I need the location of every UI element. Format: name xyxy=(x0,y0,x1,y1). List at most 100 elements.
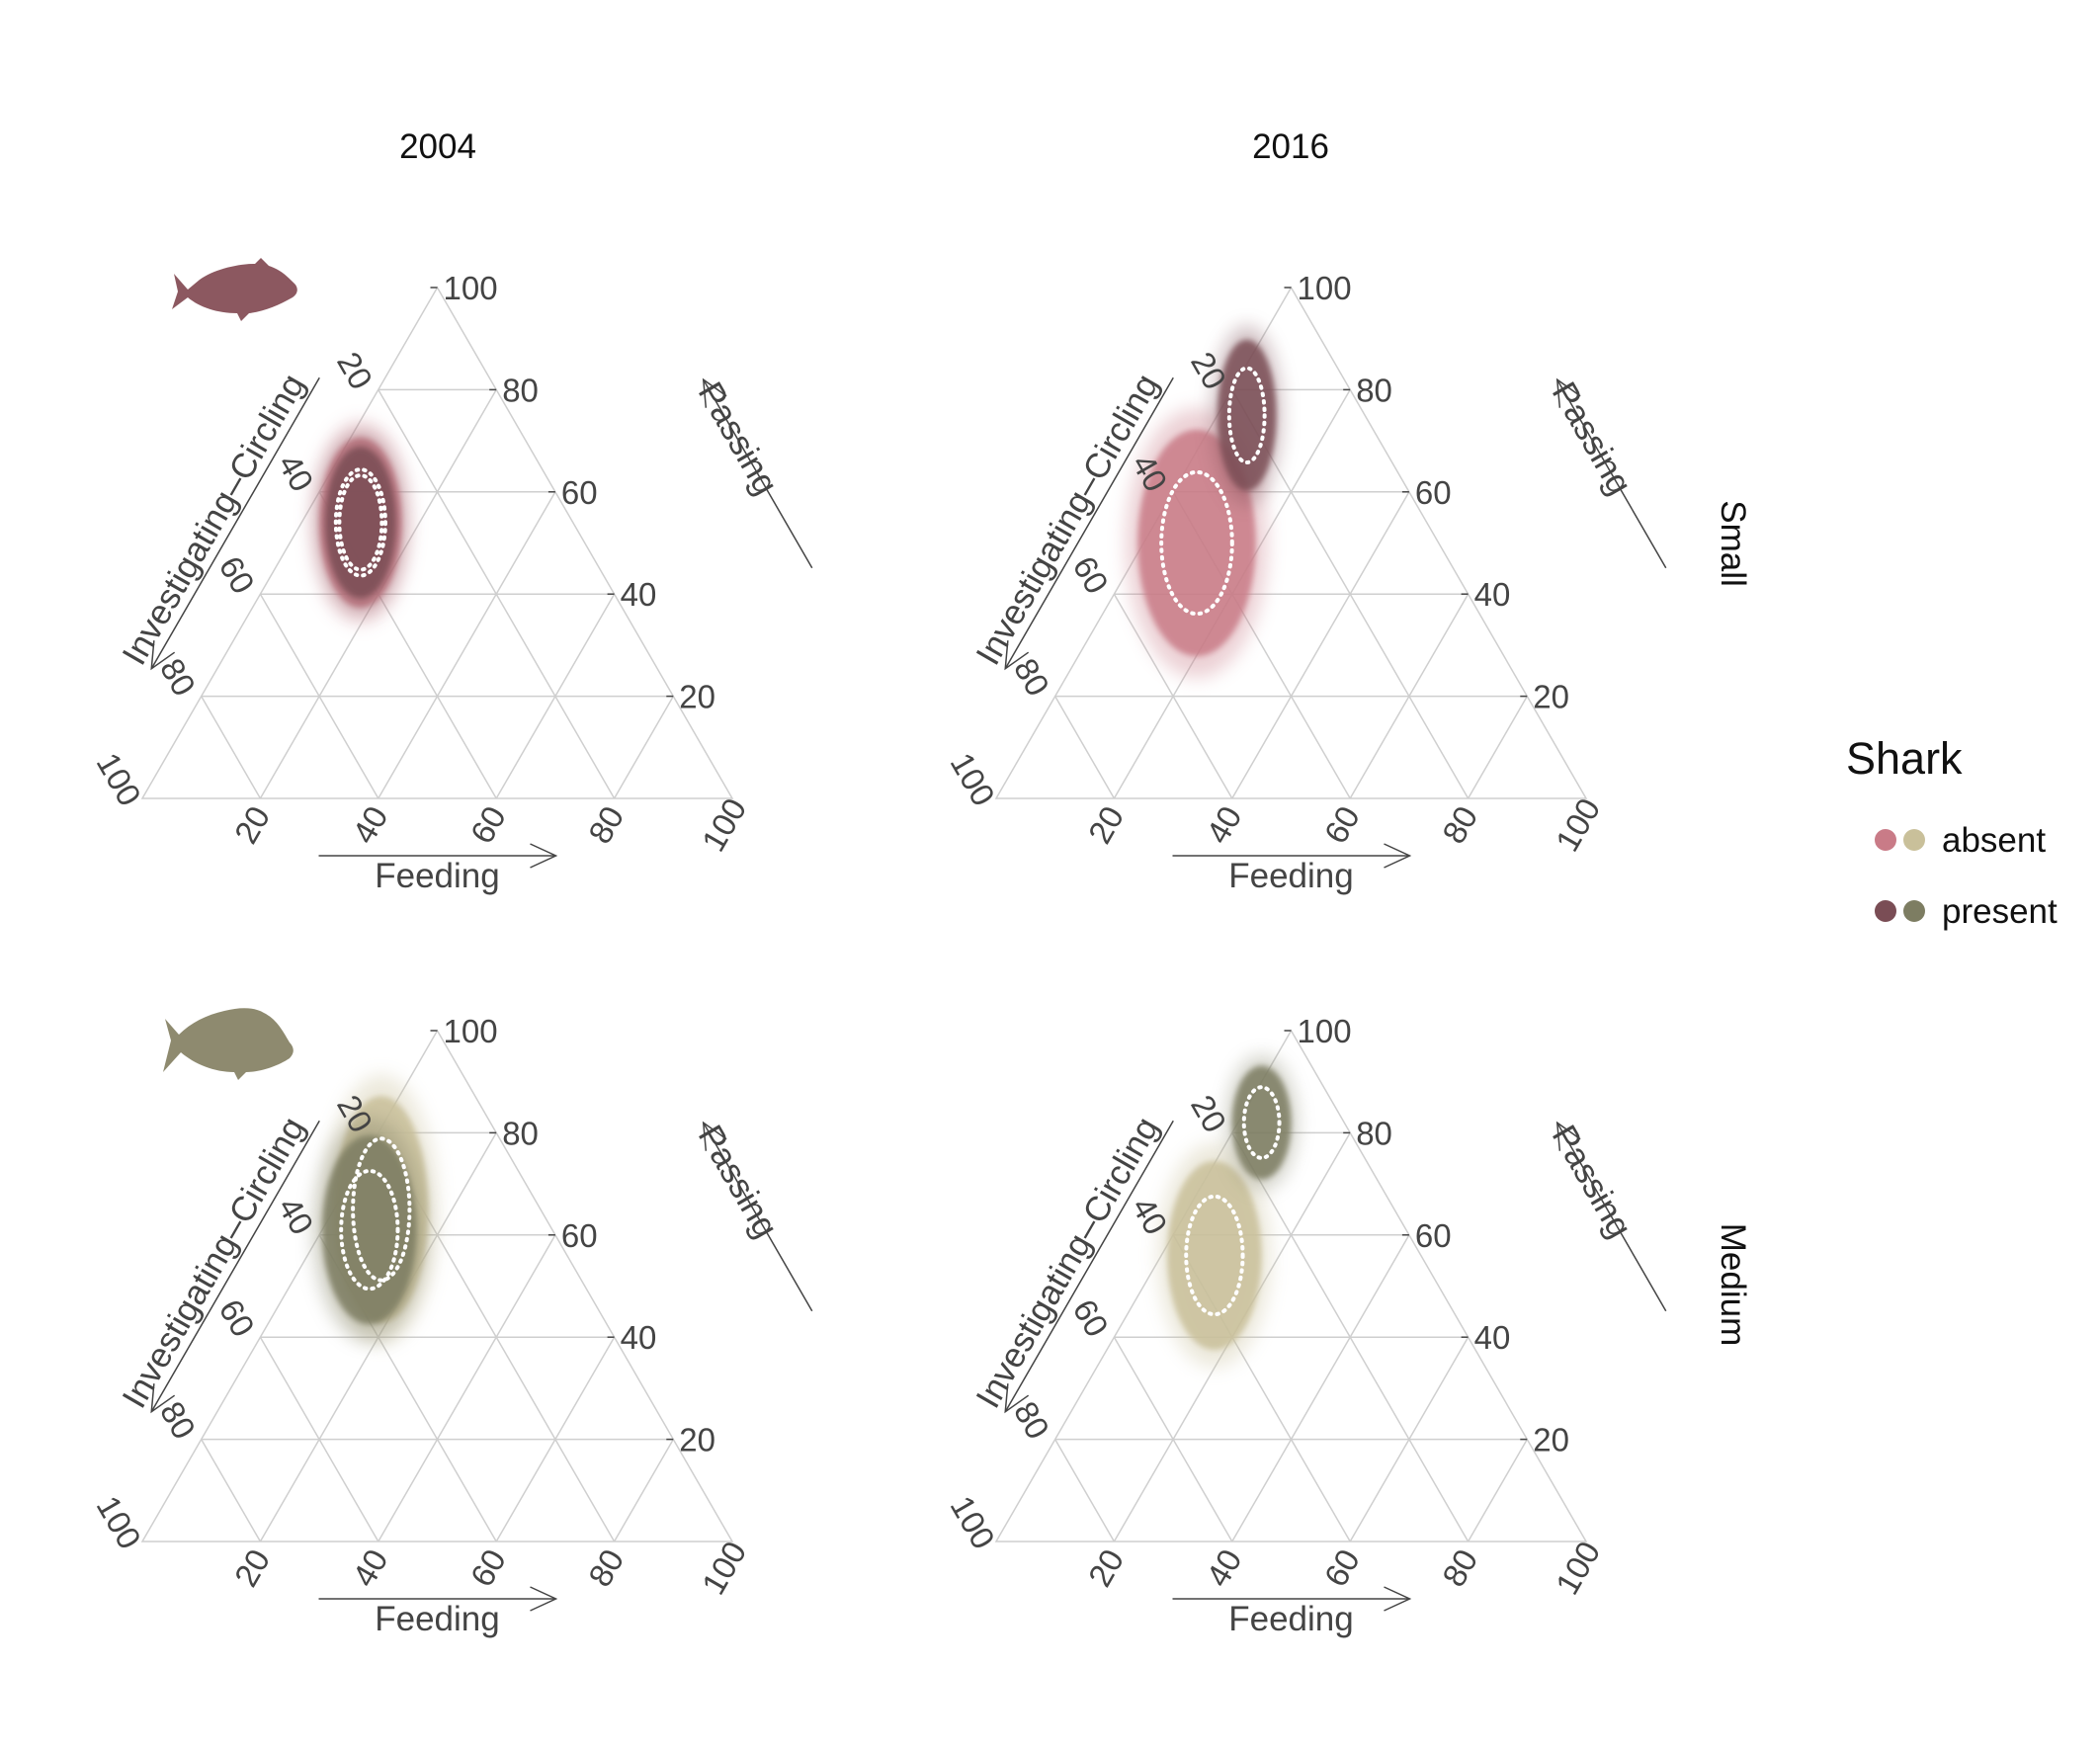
feeding-arrowhead xyxy=(1384,1586,1412,1612)
tick-label-passing-40: 40 xyxy=(621,576,657,613)
legend-absent-swatch-small xyxy=(1875,829,1896,851)
legend-present-swatch-small xyxy=(1875,900,1896,922)
passing-arrowhead xyxy=(702,377,727,408)
medium-fish-silhouette-icon xyxy=(163,1008,294,1080)
passing-arrow xyxy=(703,378,813,569)
investigating-arrow xyxy=(1004,1120,1174,1413)
density-core-present xyxy=(322,1135,417,1325)
tick-label-feeding-100: 100 xyxy=(695,792,754,858)
density-core-absent xyxy=(1167,1160,1262,1350)
tick-label-investigating-100: 100 xyxy=(90,1490,149,1555)
tick-label-passing-80: 80 xyxy=(502,1115,539,1151)
investigating-arrow xyxy=(1004,376,1174,670)
investigating-arrowhead xyxy=(150,1383,176,1414)
grid xyxy=(140,1029,734,1542)
legend-absent-swatch-medium xyxy=(1903,829,1925,851)
tick-label-feeding-20: 20 xyxy=(1081,799,1131,849)
passing-arrow xyxy=(703,1122,813,1312)
passing-arrow xyxy=(1556,378,1667,569)
tick-label-passing-60: 60 xyxy=(1415,1217,1452,1254)
contour-absent xyxy=(1184,1194,1245,1317)
tick-label-investigating-100: 100 xyxy=(944,747,1003,812)
tick-label-passing-80: 80 xyxy=(1356,1115,1392,1151)
tick-label-investigating-60: 60 xyxy=(212,1293,262,1343)
tick-label-passing-60: 60 xyxy=(561,474,598,511)
density-layer xyxy=(312,1074,439,1345)
gridline-feeding-40 xyxy=(1231,1234,1410,1542)
tick-label-passing-100: 100 xyxy=(1298,1013,1352,1049)
triangle-border xyxy=(140,1029,734,1542)
gridline-investigating-80 xyxy=(1054,696,1116,799)
tick-label-investigating-20: 20 xyxy=(330,346,379,395)
density-core-present xyxy=(1217,339,1277,491)
contour-absent xyxy=(333,467,387,578)
legend: Shark absent present xyxy=(1846,733,2058,931)
axis-title-investigating: Investigating–Circling xyxy=(115,368,312,672)
axis-title-passing: Passing xyxy=(1545,375,1639,501)
tick-label-feeding-20: 20 xyxy=(227,799,277,849)
tick-label-feeding-100: 100 xyxy=(1549,1536,1608,1601)
investigating-arrowhead xyxy=(150,640,176,671)
tick-label-passing-40: 40 xyxy=(1474,1319,1511,1356)
tick-label-investigating-80: 80 xyxy=(153,1395,203,1445)
col-title-2016: 2016 xyxy=(1252,127,1329,166)
tick-label-feeding-100: 100 xyxy=(1549,792,1608,858)
gridline-feeding-80 xyxy=(613,696,674,799)
gridline-feeding-60 xyxy=(1349,593,1470,799)
passing-arrowhead xyxy=(702,1121,727,1151)
tick-label-passing-80: 80 xyxy=(1356,372,1392,408)
legend-present-swatch-medium xyxy=(1903,900,1925,922)
tick-label-investigating-40: 40 xyxy=(271,448,320,497)
contour-present xyxy=(1226,366,1267,464)
tick-label-passing-60: 60 xyxy=(561,1217,598,1254)
axis-title-feeding: Feeding xyxy=(375,857,499,895)
legend-title: Shark xyxy=(1846,733,1963,784)
density-layer xyxy=(310,421,411,624)
contour-present xyxy=(1241,1085,1282,1160)
tick-label-passing-100: 100 xyxy=(1298,270,1352,306)
tick-label-investigating-60: 60 xyxy=(1066,1293,1116,1343)
tick-label-investigating-100: 100 xyxy=(944,1490,1003,1555)
axis-title-investigating: Investigating–Circling xyxy=(115,1111,312,1415)
density-layer xyxy=(1126,325,1283,678)
axis-title-passing: Passing xyxy=(1545,1119,1639,1244)
contour-absent xyxy=(351,1136,412,1283)
passing-arrowhead xyxy=(1555,377,1581,408)
tick-label-passing-40: 40 xyxy=(1474,576,1511,613)
tick-label-passing-20: 20 xyxy=(679,1422,715,1458)
grid xyxy=(140,286,734,799)
investigating-arrow xyxy=(150,376,320,670)
triangle-border xyxy=(994,1029,1588,1542)
axis-title-feeding: Feeding xyxy=(1228,857,1353,895)
tick-label-feeding-80: 80 xyxy=(581,1542,630,1592)
row-title-small: Small xyxy=(1714,500,1752,587)
tick-label-feeding-100: 100 xyxy=(695,1536,754,1601)
gridline-feeding-60 xyxy=(495,1336,616,1542)
gridline-feeding-80 xyxy=(1467,1439,1528,1542)
tick-label-passing-40: 40 xyxy=(621,1319,657,1356)
gridline-feeding-80 xyxy=(613,1439,674,1542)
axis-title-passing: Passing xyxy=(691,1119,786,1244)
gridline-feeding-80 xyxy=(1467,696,1528,799)
feeding-arrowhead xyxy=(530,843,558,869)
row-title-medium: Medium xyxy=(1714,1223,1752,1346)
tick-label-feeding-60: 60 xyxy=(1317,799,1367,849)
investigating-arrow xyxy=(150,1120,320,1413)
gridline-feeding-40 xyxy=(1231,491,1410,799)
tick-label-feeding-40: 40 xyxy=(1199,1542,1248,1592)
gridline-investigating-60 xyxy=(1113,593,1233,799)
investigating-arrowhead xyxy=(1004,640,1030,671)
axis-title-passing: Passing xyxy=(691,375,786,501)
tick-label-feeding-20: 20 xyxy=(1081,1542,1131,1592)
tick-label-feeding-80: 80 xyxy=(1435,799,1484,849)
density-layer xyxy=(1157,1054,1298,1368)
passing-arrow xyxy=(1556,1122,1667,1312)
tick-label-passing-20: 20 xyxy=(1533,1422,1569,1458)
gridline-investigating-60 xyxy=(259,1336,379,1542)
tick-label-investigating-80: 80 xyxy=(153,652,203,702)
tick-label-passing-100: 100 xyxy=(444,1013,498,1049)
grid xyxy=(994,286,1588,799)
small-fish-silhouette-icon xyxy=(172,258,297,321)
